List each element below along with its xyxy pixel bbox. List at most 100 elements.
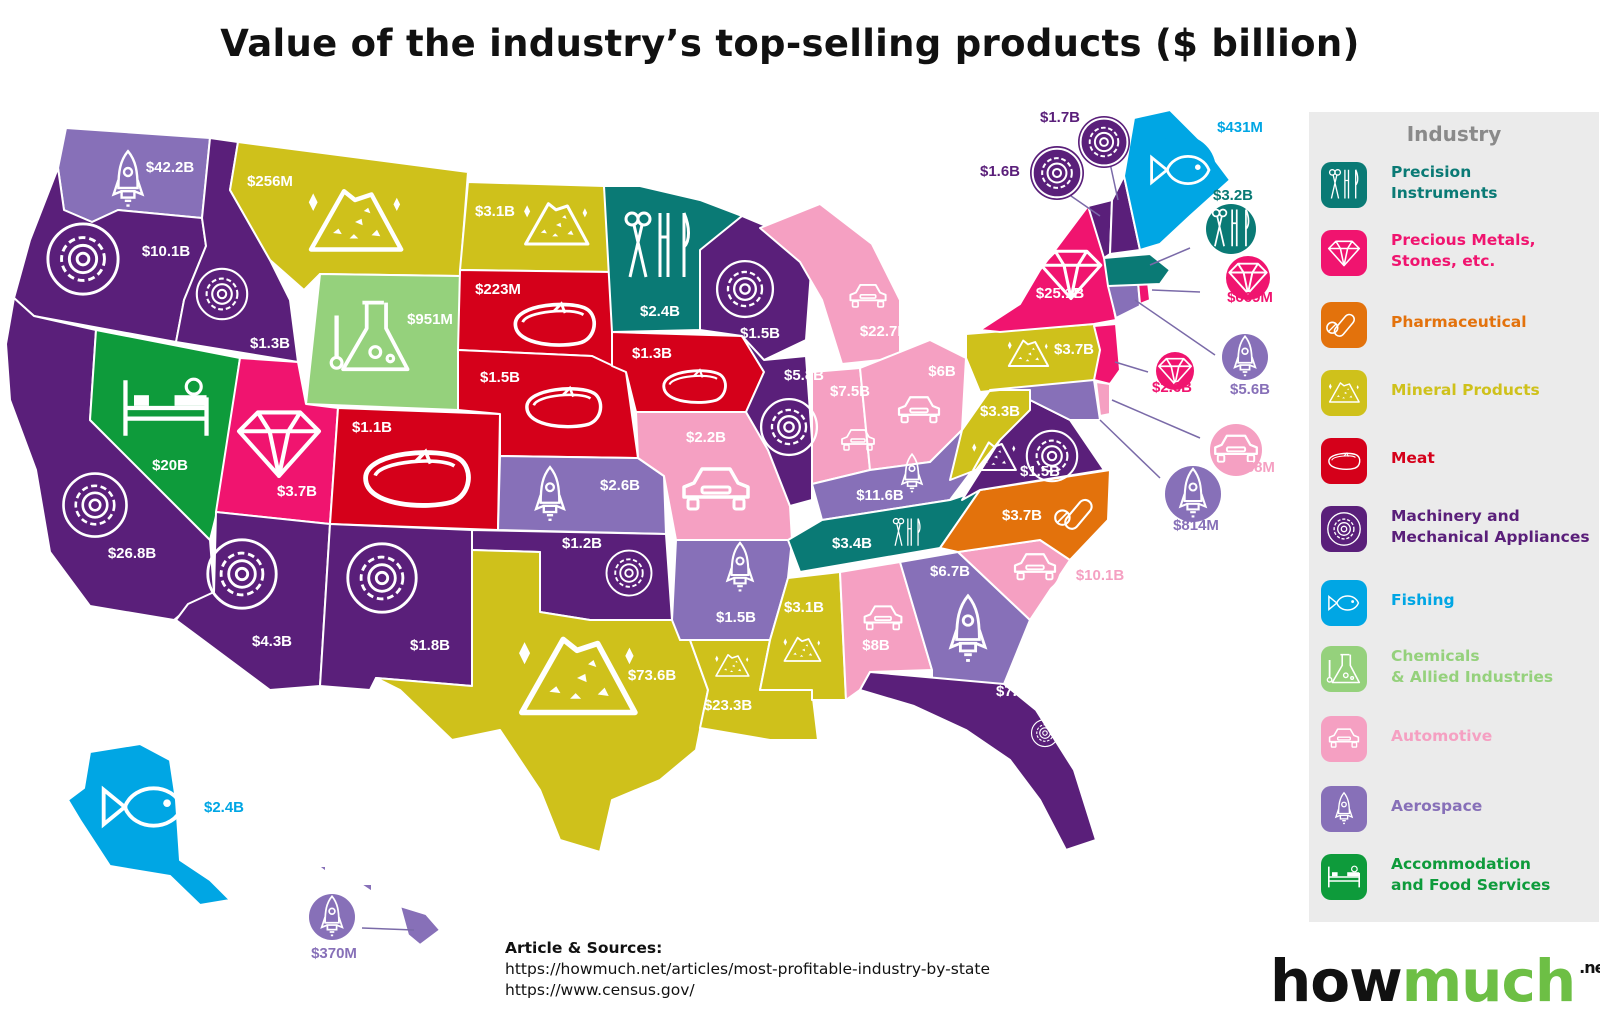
value-label-wa: $42.2B <box>146 159 195 176</box>
value-label-nj: $2.6B <box>1152 379 1192 396</box>
value-label-sc: $10.1B <box>1076 567 1125 584</box>
legend-item-chemicals: Chemicals & Allied Industries <box>1319 640 1599 700</box>
icon-backing-vt <box>1030 146 1084 200</box>
icon-backing-de <box>1210 424 1262 476</box>
value-label-ne: $1.5B <box>480 369 520 386</box>
value-label-ak: $2.4B <box>204 799 244 816</box>
page-title: Value of the industry’s top-selling prod… <box>220 22 1360 65</box>
tweezers-scissors-icon <box>1321 162 1367 208</box>
us-map: $42.2B $10.1B $26.8B $1.3B $20B $256M $951M $3.… <box>5 109 1275 962</box>
value-label-wy: $951M <box>407 311 453 328</box>
legend-title: Industry <box>1406 122 1502 146</box>
mineral-pile-icon <box>1321 370 1367 416</box>
gear-icon <box>1321 506 1367 552</box>
value-label-me: $431M <box>1217 119 1263 136</box>
value-label-de: $858M <box>1229 459 1275 476</box>
source-link-howmuch[interactable]: https://howmuch.net/articles/most-profit… <box>505 960 991 978</box>
bed-icon <box>1321 854 1367 900</box>
value-label-ny: $25.1B <box>1036 285 1085 302</box>
value-label-tn: $3.4B <box>832 535 872 552</box>
legend-panel: Industry Precision Instruments Precious M… <box>1309 112 1599 922</box>
value-label-ms: $3.1B <box>784 599 824 616</box>
value-label-md: $814M <box>1173 517 1219 534</box>
legend-item-aerospace: Aerospace <box>1319 780 1599 840</box>
state-TX <box>375 549 709 853</box>
legend-item-accommodation: Accommodation and Food Services <box>1319 848 1599 908</box>
value-label-tx: $73.6B <box>628 667 677 684</box>
state-icons <box>46 116 1270 940</box>
value-label-ri: $669M <box>1227 289 1273 306</box>
value-label-ok: $1.2B <box>562 535 602 552</box>
howmuch-logo: howmuch.net <box>1270 947 1600 1015</box>
icon-backing-ri <box>1226 256 1270 300</box>
value-label-ia: $1.3B <box>632 345 672 362</box>
car-icon <box>1321 716 1367 762</box>
legend-label-precision: Precision Instruments <box>1391 163 1498 202</box>
value-label-nc: $3.7B <box>1002 507 1042 524</box>
legend-label-aerospace: Aerospace <box>1391 797 1483 815</box>
logo-much: much <box>1401 947 1576 1015</box>
value-label-wv: $3.3B <box>980 403 1020 420</box>
value-label-nh: $1.7B <box>1040 109 1080 126</box>
value-label-ga: $6.7B <box>930 563 970 580</box>
value-label-il: $5.8B <box>784 367 824 384</box>
value-label-mo: $2.2B <box>686 429 726 446</box>
legend-item-machinery: Machinery and Mechanical Appliances <box>1319 500 1599 560</box>
steak-icon <box>1321 438 1367 484</box>
fish-icon <box>1321 580 1367 626</box>
value-label-va: $1.5B <box>1020 463 1060 480</box>
icon-backing-md <box>1165 466 1221 522</box>
value-label-in: $7.5B <box>830 383 870 400</box>
value-label-or: $10.1B <box>142 243 191 260</box>
icon-backing-sc <box>1010 543 1060 593</box>
value-label-nm: $1.8B <box>410 637 450 654</box>
value-label-ca: $26.8B <box>108 545 157 562</box>
value-label-id: $1.3B <box>250 335 290 352</box>
value-label-ky: $11.6B <box>856 487 904 504</box>
legend-item-precision: Precision Instruments <box>1319 156 1599 216</box>
legend-label-automotive: Automotive <box>1391 727 1493 745</box>
state-FL <box>859 671 1097 851</box>
state-MA <box>1103 253 1171 287</box>
legend-label-fishing: Fishing <box>1391 591 1455 609</box>
value-label-nv: $20B <box>152 457 188 474</box>
value-label-nd: $3.1B <box>475 203 515 220</box>
legend-item-mineral: Mineral Products <box>1319 364 1599 424</box>
source-link-census[interactable]: https://www.census.gov/ <box>505 981 695 999</box>
icon-backing-me <box>1146 135 1216 205</box>
state-value-labels: $42.2B $10.1B $26.8B $1.3B $20B $256M $951M $3.… <box>108 109 1275 962</box>
icon-backing-hi <box>309 894 355 940</box>
value-label-mt: $256M <box>247 173 293 190</box>
legend-item-automotive: Automotive <box>1319 710 1599 770</box>
value-label-hi: $370M <box>311 945 357 962</box>
pill-capsule-icon <box>1321 302 1367 348</box>
legend-item-fishing: Fishing <box>1319 574 1599 634</box>
legend-label-meat: Meat <box>1391 449 1435 467</box>
flask-icon <box>1321 646 1367 692</box>
state-NM <box>319 523 473 691</box>
logo-how: how <box>1270 947 1403 1015</box>
value-label-co: $1.1B <box>352 419 392 436</box>
state-NJ <box>1093 323 1121 385</box>
value-label-mn: $2.4B <box>640 303 680 320</box>
state-WY <box>305 273 461 411</box>
legend-item-precious: Precious Metals, Stones, etc. <box>1319 224 1599 284</box>
value-label-az: $4.3B <box>252 633 292 650</box>
value-label-ct: $5.6B <box>1230 381 1270 398</box>
sources-block: Article & Sources: https://howmuch.net/a… <box>505 938 1105 1001</box>
legend-label-accommodation: Accommodation and Food Services <box>1391 855 1551 894</box>
state-KS <box>497 455 667 535</box>
sources-title: Article & Sources: <box>505 939 663 957</box>
value-label-vt: $1.6B <box>980 163 1020 180</box>
logo-net: .net <box>1579 958 1600 977</box>
value-label-sd: $223M <box>475 281 521 298</box>
value-label-wi: $1.5B <box>740 325 780 342</box>
legend-label-chemicals: Chemicals & Allied Industries <box>1391 647 1554 686</box>
diamond-icon <box>1321 230 1367 276</box>
value-label-ar: $1.5B <box>716 609 756 626</box>
icon-backing-ct <box>1222 334 1268 380</box>
rocket-icon <box>1321 786 1367 832</box>
icon-backing-ma <box>1206 204 1256 254</box>
value-label-ma: $3.2B <box>1213 187 1253 204</box>
legend-label-mineral: Mineral Products <box>1391 381 1540 399</box>
